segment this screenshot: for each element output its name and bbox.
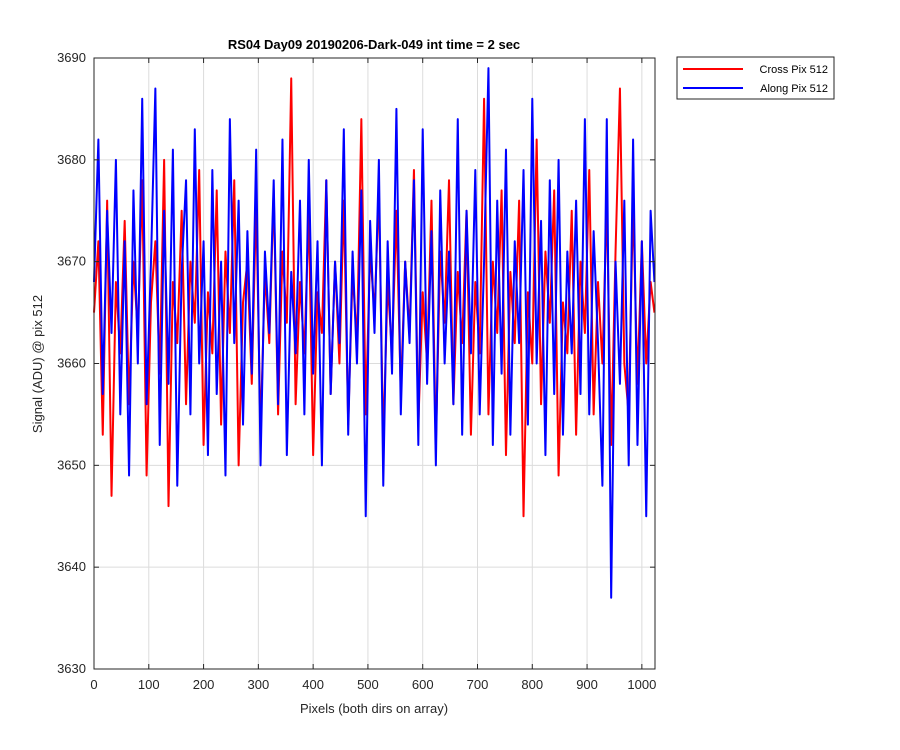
legend-label-along: Along Pix 512 [760,83,828,95]
x-tick-label: 1000 [627,677,656,692]
x-tick-label: 300 [248,677,270,692]
x-tick-label: 200 [193,677,215,692]
x-tick-label: 400 [302,677,324,692]
x-tick-label: 600 [412,677,434,692]
series-layer [93,67,656,599]
x-tick-label: 500 [357,677,379,692]
y-axis-label: Signal (ADU) @ pix 512 [30,295,45,433]
x-tick-label: 700 [467,677,489,692]
x-tick-label: 100 [138,677,160,692]
x-tick-label: 900 [576,677,598,692]
y-tick-label: 3690 [57,50,86,65]
x-axis-label: Pixels (both dirs on array) [300,701,448,716]
ticks: 0 100 200 300 400 500 600 700 800 900 1000 3630 3640… [57,50,656,692]
y-tick-label: 3680 [57,152,86,167]
y-tick-label: 3670 [57,254,86,269]
series-line-along-pix-512 [93,67,656,599]
x-tick-label: 0 [90,677,97,692]
x-tick-label: 800 [521,677,543,692]
y-tick-label: 3650 [57,457,86,472]
y-tick-label: 3640 [57,559,86,574]
legend: Cross Pix 512 Along Pix 512 [676,56,835,100]
chart-title: RS04 Day09 20190206-Dark-049 int time = … [228,37,520,52]
legend-label-cross: Cross Pix 512 [760,64,828,76]
y-tick-label: 3630 [57,661,86,676]
y-tick-label: 3660 [57,356,86,371]
legend-box [676,56,835,100]
